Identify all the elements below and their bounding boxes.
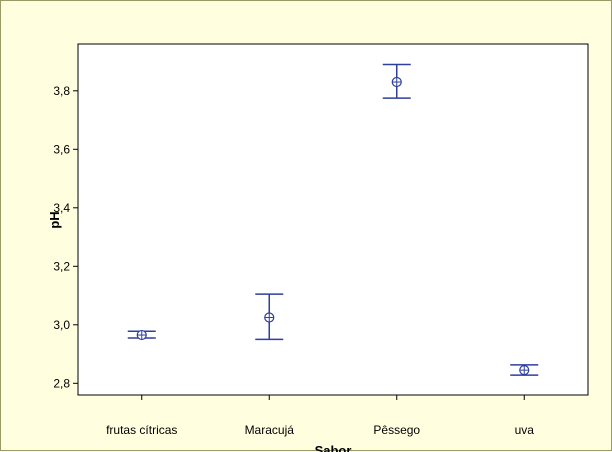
x-tick-label: frutas cítricas [106,423,177,437]
y-tick-label: 3,0 [53,318,70,332]
y-tick-label: 3,6 [53,142,70,156]
x-tick-label: Maracujá [245,423,295,437]
x-axis: frutas cítricas Maracujá Pêssego uva [106,395,534,437]
x-tick-label: uva [515,423,535,437]
y-tick-label: 3,2 [53,259,70,273]
y-tick-label: 3,4 [53,201,70,215]
x-tick-label: Pêssego [373,423,420,437]
plot-area [77,43,589,396]
y-axis-title: pH [47,211,62,228]
interval-1 [127,329,156,341]
interval-4 [510,364,539,376]
y-tick-label: 2,8 [53,376,70,390]
y-tick-label: 3,8 [53,84,70,98]
interval-marks [127,63,539,376]
x-axis-title: Sabor [315,443,352,452]
interval-2 [255,293,284,341]
y-axis: 2,8 3,0 3,2 3,4 3,6 3,8 [53,84,78,390]
interval-3 [382,63,411,99]
